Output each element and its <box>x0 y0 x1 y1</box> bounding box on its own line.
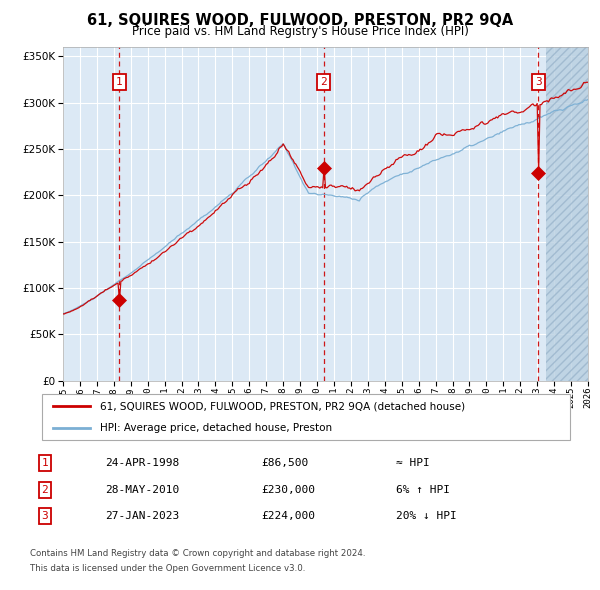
Text: £86,500: £86,500 <box>261 458 308 468</box>
Text: Contains HM Land Registry data © Crown copyright and database right 2024.: Contains HM Land Registry data © Crown c… <box>30 549 365 558</box>
Text: 20% ↓ HPI: 20% ↓ HPI <box>396 512 457 521</box>
FancyBboxPatch shape <box>42 394 570 440</box>
Text: 1: 1 <box>116 77 122 87</box>
Text: ≈ HPI: ≈ HPI <box>396 458 430 468</box>
Text: 1: 1 <box>41 458 49 468</box>
Text: 2: 2 <box>41 485 49 494</box>
Text: HPI: Average price, detached house, Preston: HPI: Average price, detached house, Pres… <box>100 423 332 433</box>
Bar <box>545 47 588 381</box>
Text: £224,000: £224,000 <box>261 512 315 521</box>
Text: 61, SQUIRES WOOD, FULWOOD, PRESTON, PR2 9QA: 61, SQUIRES WOOD, FULWOOD, PRESTON, PR2 … <box>87 13 513 28</box>
Text: This data is licensed under the Open Government Licence v3.0.: This data is licensed under the Open Gov… <box>30 565 305 573</box>
Text: 61, SQUIRES WOOD, FULWOOD, PRESTON, PR2 9QA (detached house): 61, SQUIRES WOOD, FULWOOD, PRESTON, PR2 … <box>100 401 465 411</box>
Text: 3: 3 <box>535 77 542 87</box>
Text: £230,000: £230,000 <box>261 485 315 494</box>
Text: 2: 2 <box>320 77 328 87</box>
Text: 24-APR-1998: 24-APR-1998 <box>105 458 179 468</box>
Text: 27-JAN-2023: 27-JAN-2023 <box>105 512 179 521</box>
Text: Price paid vs. HM Land Registry's House Price Index (HPI): Price paid vs. HM Land Registry's House … <box>131 25 469 38</box>
Text: 6% ↑ HPI: 6% ↑ HPI <box>396 485 450 494</box>
Text: 3: 3 <box>41 512 49 521</box>
Text: 28-MAY-2010: 28-MAY-2010 <box>105 485 179 494</box>
